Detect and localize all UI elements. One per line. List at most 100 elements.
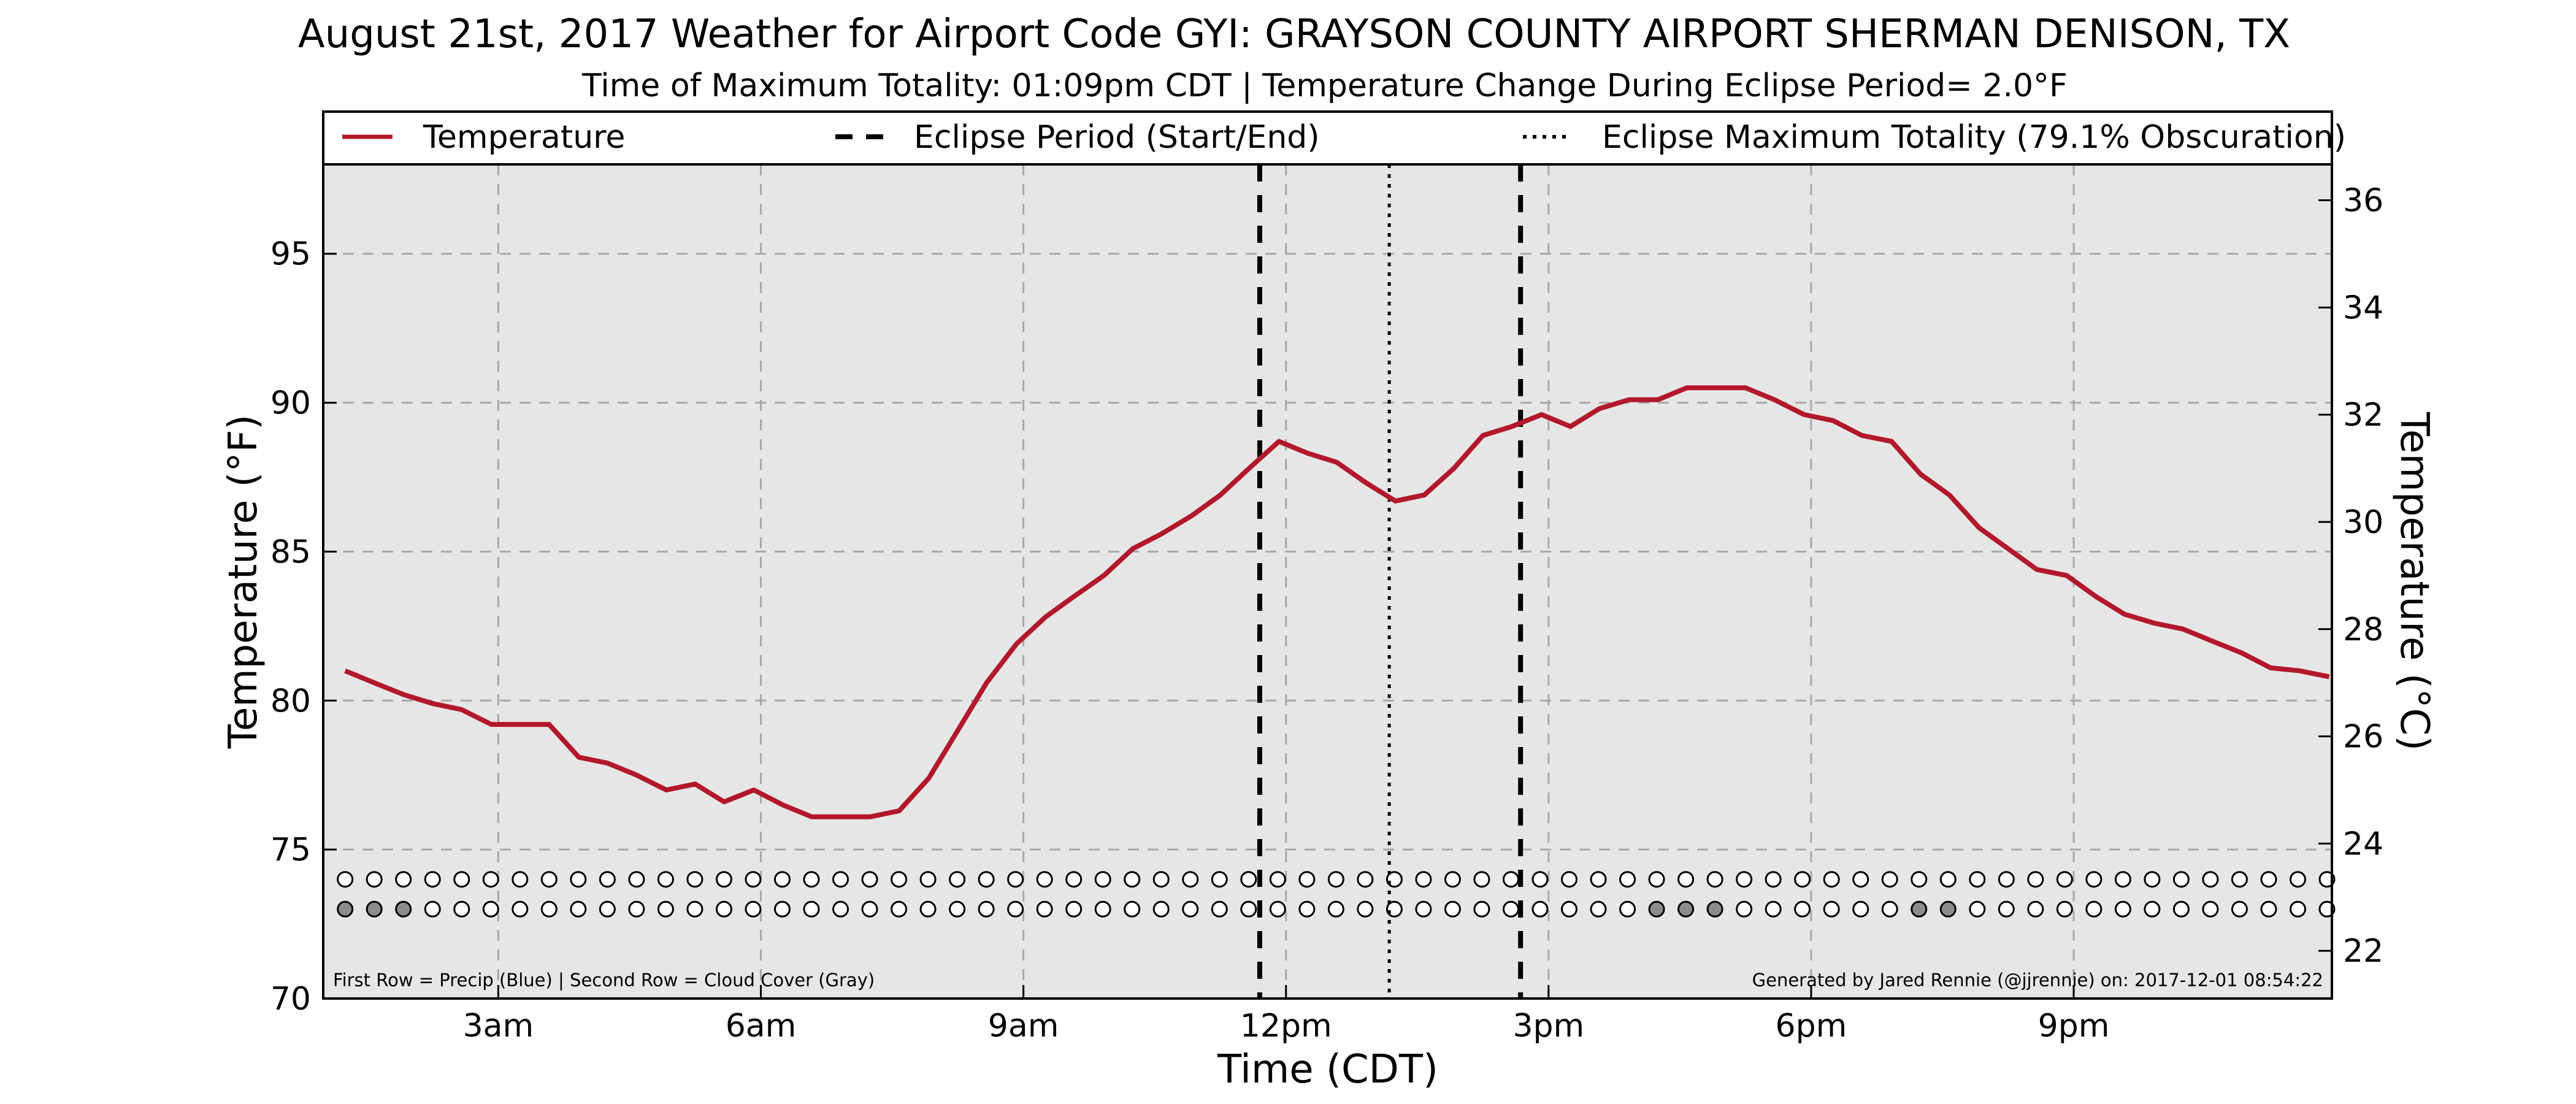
precip-indicator — [512, 871, 529, 888]
precip-indicator — [599, 871, 616, 888]
x-axis-label: Time (CDT) — [1217, 1047, 1438, 1092]
precip-indicator — [773, 871, 791, 888]
cloud-cover-indicator — [1327, 900, 1344, 918]
precip-indicator — [745, 871, 762, 888]
cloud-cover-indicator — [1881, 900, 1898, 918]
cloud-cover-indicator — [1065, 900, 1083, 918]
cloud-cover-indicator — [2027, 900, 2044, 918]
chart-subtitle: Time of Maximum Totality: 01:09pm CDT | … — [581, 67, 2068, 104]
cloud-cover-indicator — [2144, 900, 2161, 918]
precip-indicator — [2085, 871, 2103, 888]
x-tick-label: 9am — [988, 1008, 1059, 1045]
precip-indicator — [540, 871, 558, 888]
x-tick-label: 12pm — [1240, 1008, 1332, 1045]
precip-indicator — [1007, 871, 1024, 888]
legend-eclipse-period-label: Eclipse Period (Start/End) — [914, 119, 1320, 156]
y-right-tick-label: 22 — [2343, 933, 2383, 970]
temperature-line — [344, 385, 2330, 819]
cloud-cover-indicator — [1794, 900, 1811, 918]
precip-indicator — [1211, 871, 1228, 888]
y-tick-label: 70 — [270, 981, 311, 1018]
cloud-cover-indicator — [1182, 900, 1199, 918]
precip-indicator — [1240, 871, 1257, 888]
cloud-cover-indicator — [599, 900, 616, 918]
precip-indicator — [1357, 871, 1374, 888]
precip-indicator — [2144, 871, 2161, 888]
precip-indicator — [1619, 871, 1636, 888]
x-tick-label: 9pm — [2038, 1008, 2110, 1045]
precip-indicator — [1152, 871, 1170, 888]
cloud-cover-indicator — [628, 900, 645, 918]
precip-indicator — [570, 871, 587, 888]
y-tick-label: 95 — [270, 236, 311, 273]
precip-indicator — [949, 871, 966, 888]
precip-indicator — [1852, 871, 1869, 888]
footer-note-left: First Row = Precip (Blue) | Second Row =… — [333, 970, 875, 991]
cloud-cover-indicator — [1036, 900, 1053, 918]
cloud-cover-indicator — [1677, 900, 1695, 918]
x-tick-label: 6pm — [1776, 1008, 1847, 1045]
precip-indicator — [1823, 871, 1840, 888]
cloud-cover-indicator — [1444, 900, 1461, 918]
chart-title: August 21st, 2017 Weather for Airport Co… — [298, 12, 2290, 57]
cloud-cover-indicator — [1852, 900, 1869, 918]
precip-indicator — [1531, 871, 1549, 888]
cloud-cover-indicator — [919, 900, 937, 918]
cloud-cover-indicator — [1240, 900, 1257, 918]
cloud-cover-indicator — [891, 900, 908, 918]
precip-indicator — [832, 871, 849, 888]
precip-indicator — [2231, 871, 2248, 888]
cloud-cover-indicator — [453, 900, 470, 918]
precip-indicator — [453, 871, 470, 888]
precip-indicator — [337, 871, 354, 888]
y-tick-label: 75 — [270, 832, 311, 868]
cloud-cover-indicator — [1765, 900, 1782, 918]
cloud-cover-indicator — [978, 900, 995, 918]
y-right-tick-label: 28 — [2343, 611, 2383, 648]
cloud-cover-indicator — [1007, 900, 1024, 918]
precip-indicator — [1182, 871, 1199, 888]
cloud-cover-indicator — [1124, 900, 1141, 918]
precip-indicator — [978, 871, 995, 888]
cloud-cover-indicator — [1823, 900, 1840, 918]
y-axis-label-right: Temperature (°C) — [2391, 412, 2437, 751]
precip-indicator — [1765, 871, 1782, 888]
precip-indicator — [1939, 871, 1957, 888]
cloud-cover-indicator — [1590, 900, 1607, 918]
precip-indicator — [1415, 871, 1432, 888]
precip-indicator — [1736, 871, 1753, 888]
x-tick-label: 3am — [463, 1008, 534, 1045]
cloud-cover-indicator — [1911, 900, 1928, 918]
cloud-cover-indicator — [1998, 900, 2015, 918]
precip-indicator — [1065, 871, 1083, 888]
precip-indicator — [2114, 871, 2131, 888]
cloud-cover-indicator — [2172, 900, 2190, 918]
cloud-cover-indicator — [832, 900, 849, 918]
cloud-cover-indicator — [482, 900, 499, 918]
precip-cloud-indicator-rows — [337, 871, 2336, 918]
cloud-cover-indicator — [2085, 900, 2103, 918]
y-right-tick-label: 30 — [2343, 504, 2383, 541]
cloud-cover-indicator — [2202, 900, 2219, 918]
precip-indicator — [2027, 871, 2044, 888]
precip-indicator — [657, 871, 674, 888]
precip-indicator — [803, 871, 820, 888]
right-axis-ticks: 22 24 26 28 30 32 34 36 — [2318, 183, 2383, 970]
x-tick-label: 6am — [726, 1008, 797, 1045]
precip-indicator — [1794, 871, 1811, 888]
cloud-cover-indicator — [1939, 900, 1957, 918]
cloud-cover-indicator — [1706, 900, 1723, 918]
precip-indicator — [861, 871, 878, 888]
cloud-cover-indicator — [2231, 900, 2248, 918]
bottom-axis-ticks: 3am 6am 9am 12pm 3pm 6pm 9pm — [463, 985, 2110, 1045]
cloud-cover-indicator — [715, 900, 732, 918]
cloud-cover-indicator — [540, 900, 558, 918]
cloud-cover-indicator — [803, 900, 820, 918]
precip-indicator — [1648, 871, 1665, 888]
legend-eclipse-max-label: Eclipse Maximum Totality (79.1% Obscurat… — [1602, 119, 2346, 156]
legend-temperature-label: Temperature — [423, 119, 625, 156]
temperature-series — [344, 385, 2330, 819]
precip-indicator — [715, 871, 732, 888]
precip-indicator — [1590, 871, 1607, 888]
y-right-tick-label: 36 — [2343, 183, 2383, 220]
